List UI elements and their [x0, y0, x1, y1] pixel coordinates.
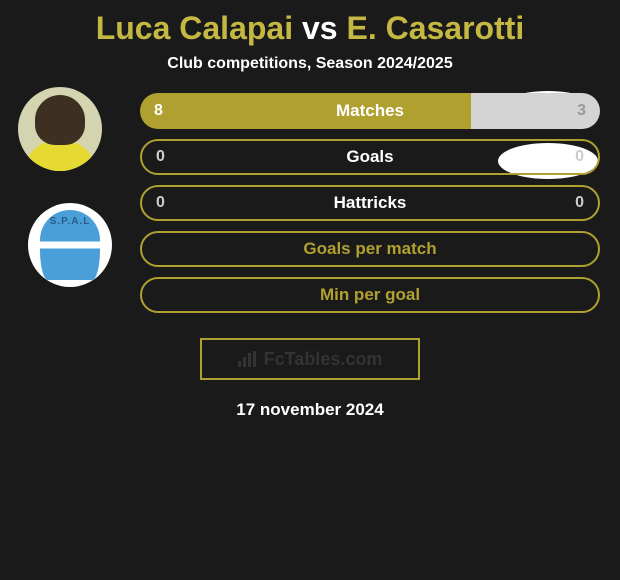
- chart-icon: [238, 351, 258, 367]
- watermark-text: FcTables.com: [264, 349, 383, 370]
- stat-row-goals: 0 Goals 0: [140, 139, 600, 175]
- hattricks-left-value: 0: [156, 194, 165, 212]
- comparison-title: Luca Calapai vs E. Casarotti: [0, 10, 620, 47]
- gpm-label: Goals per match: [303, 239, 436, 259]
- stat-row-gpm: Goals per match: [140, 231, 600, 267]
- matches-right-bar: 3: [471, 93, 600, 129]
- vs-text: vs: [302, 10, 338, 46]
- stat-row-mpg: Min per goal: [140, 277, 600, 313]
- stats-bars: 8 Matches 3 0 Goals 0 0: [140, 93, 600, 313]
- club-logo-text: S.P.A.L: [50, 216, 91, 227]
- goals-label: Goals: [346, 147, 393, 167]
- hattricks-right-value: 0: [575, 194, 584, 212]
- player1-avatar: [18, 87, 102, 171]
- matches-right-value: 3: [577, 102, 586, 120]
- matches-left-bar: 8: [140, 93, 471, 129]
- player2-name: E. Casarotti: [346, 10, 524, 46]
- player1-club-logo: S.P.A.L: [28, 203, 112, 287]
- goals-right-value: 0: [575, 148, 584, 166]
- date-text: 17 november 2024: [0, 400, 620, 420]
- comparison-area: S.P.A.L 8 Matches 3 0: [0, 93, 620, 313]
- hattricks-label: Hattricks: [334, 193, 407, 213]
- stat-row-hattricks: 0 Hattricks 0: [140, 185, 600, 221]
- stat-row-matches: 8 Matches 3: [140, 93, 600, 129]
- goals-left-value: 0: [156, 148, 165, 166]
- watermark-box: FcTables.com: [200, 338, 420, 380]
- subtitle: Club competitions, Season 2024/2025: [0, 55, 620, 73]
- player1-name: Luca Calapai: [96, 10, 293, 46]
- mpg-label: Min per goal: [320, 285, 420, 305]
- matches-left-value: 8: [154, 102, 163, 120]
- matches-label: Matches: [336, 101, 404, 121]
